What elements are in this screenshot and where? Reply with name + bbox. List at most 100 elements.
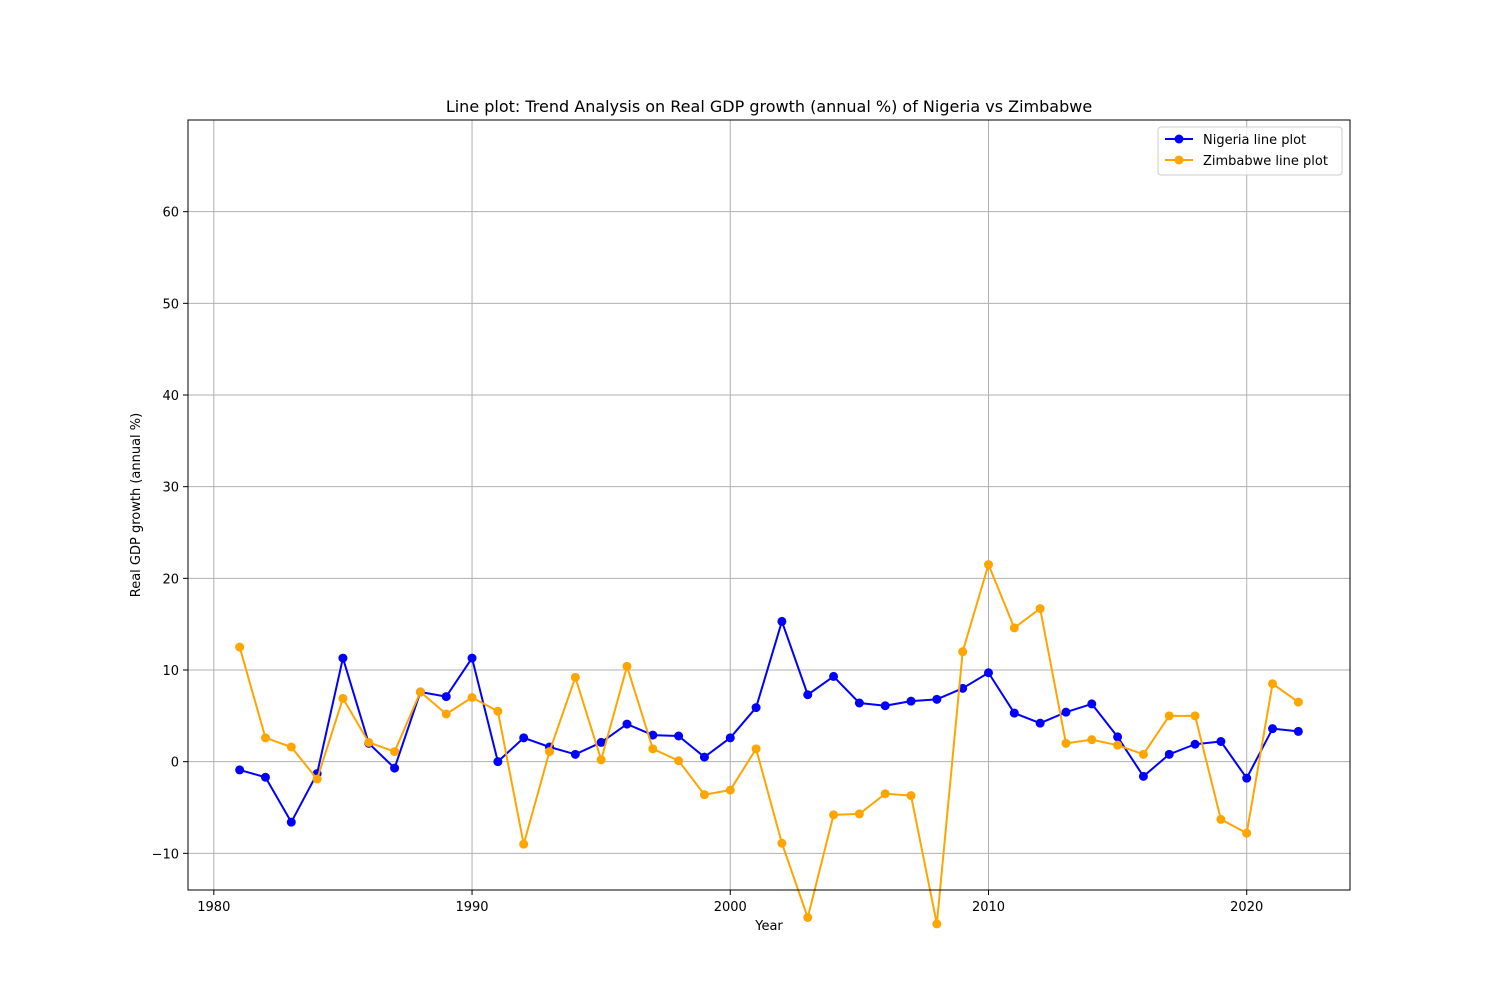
data-point [1190,711,1200,721]
data-point [1009,623,1019,633]
x-tick-label: 2000 [714,900,747,915]
data-point [1268,679,1278,689]
data-point [1164,711,1174,721]
data-point [1268,724,1278,734]
data-point [286,817,296,827]
data-point [777,838,787,848]
data-point [803,690,813,700]
data-point [777,616,787,626]
data-point [493,757,503,767]
legend-label: Nigeria line plot [1203,133,1306,148]
data-point [751,744,761,754]
data-point [570,749,580,759]
y-tick-label: 10 [162,664,179,679]
legend-swatch-marker [1174,134,1184,144]
y-axis-label: Real GDP growth (annual %) [129,413,144,597]
data-point [854,809,864,819]
plot-frame [187,119,1351,891]
data-point [441,692,451,702]
data-point [596,737,606,747]
x-axis-label: Year [754,919,783,934]
data-point [1138,749,1148,759]
data-point [1216,737,1226,746]
data-point [364,737,374,747]
data-point [338,693,348,703]
y-tick-label: 60 [162,206,179,221]
data-point [235,765,245,775]
legend-swatch-marker [1174,155,1184,165]
data-point [286,742,296,752]
data-point [648,730,658,740]
data-point [880,701,890,711]
y-tick-label: 0 [171,756,179,771]
data-point [932,919,942,929]
data-point [441,709,451,719]
chart-title: Line plot: Trend Analysis on Real GDP gr… [446,97,1092,116]
data-point [1293,697,1303,707]
legend: Nigeria line plot Zimbabwe line plot [1157,126,1343,176]
x-tick-label: 1990 [455,900,488,915]
data-point [519,733,529,743]
data-point [260,733,270,743]
legend-item: Zimbabwe line plot [1165,154,1328,169]
data-point [1164,749,1174,759]
data-point [467,653,477,663]
data-point [958,647,968,657]
axis-ticks: 1980 1990 2000 2010 2020 −10 0 10 20 30 40 50 60 [152,206,1264,915]
data-point [570,672,580,682]
data-point [674,731,684,741]
data-point [1113,732,1123,742]
data-point [674,756,684,766]
data-point [415,687,425,697]
data-point [699,790,709,800]
series-line [238,563,1299,925]
data-point [648,744,658,754]
data-point [803,913,813,922]
data-point [1035,604,1045,614]
data-point [1113,740,1123,750]
data-point [622,719,632,729]
data-point [1061,707,1071,717]
data-point [829,810,839,820]
legend-label: Zimbabwe line plot [1203,154,1328,169]
data-point [235,642,245,652]
y-tick-label: 30 [162,481,179,496]
y-tick-label: 20 [162,572,179,587]
data-point [906,696,916,706]
data-point [519,839,529,849]
series-zimbabwe [235,560,1303,929]
data-point [1035,718,1045,728]
data-point [699,752,709,762]
data-point [983,560,993,570]
data-point [906,791,916,801]
data-point [1087,699,1097,709]
data-point [312,774,322,784]
data-point [1242,828,1252,838]
legend-frame [1157,126,1343,176]
data-point [829,671,839,681]
data-point [467,693,477,702]
series-layer [235,560,1303,929]
data-point [1293,726,1303,736]
data-point [1242,773,1252,783]
data-point [751,703,761,713]
data-point [390,747,400,757]
data-point [932,694,942,704]
y-tick-label: 40 [162,389,179,404]
data-point [958,683,968,693]
data-point [1087,735,1097,745]
data-point [1138,771,1148,781]
x-tick-label: 2010 [972,900,1005,915]
data-point [854,698,864,708]
data-point [725,733,735,743]
data-point [725,785,735,795]
x-tick-label: 2020 [1230,900,1263,915]
data-point [622,661,632,671]
data-point [1190,739,1200,749]
grid-lines [188,120,1350,890]
y-tick-label: −10 [152,847,179,862]
data-point [1061,738,1071,748]
legend-item: Nigeria line plot [1165,133,1306,148]
y-tick-label: 50 [162,297,179,312]
data-point [880,789,890,799]
